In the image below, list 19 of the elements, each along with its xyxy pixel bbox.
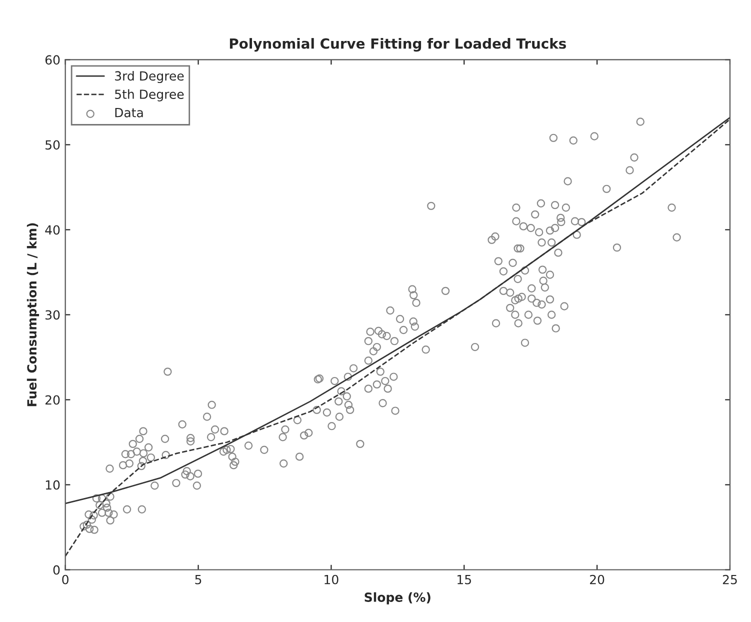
y-tick-label: 10 [46,480,60,490]
legend-label: Data [115,108,143,118]
x-tick-label: 0 [62,574,68,584]
legend-label: 5th Degree [115,89,184,102]
x-tick-label: 20 [590,574,604,584]
x-axis-title: Slope (%) [364,592,430,604]
x-tick-label: 25 [722,574,737,584]
x-tick-label: 5 [195,575,202,584]
y-tick-label: 60 [45,55,60,65]
y-tick-label: 50 [46,140,60,150]
x-tick-label: 10 [324,574,338,584]
y-tick-label: 40 [45,225,60,235]
chart-title: Polynomial Curve Fitting for Loaded Trucks [230,38,566,52]
y-axis-title: Fuel Consumption (L / km) [26,223,40,406]
x-tick-label: 15 [458,575,471,584]
y-tick-label: 20 [45,395,60,405]
legend-label: 3rd Degree [115,70,184,84]
y-tick-label: 0 [53,565,60,575]
y-tick-label: 30 [46,310,60,320]
